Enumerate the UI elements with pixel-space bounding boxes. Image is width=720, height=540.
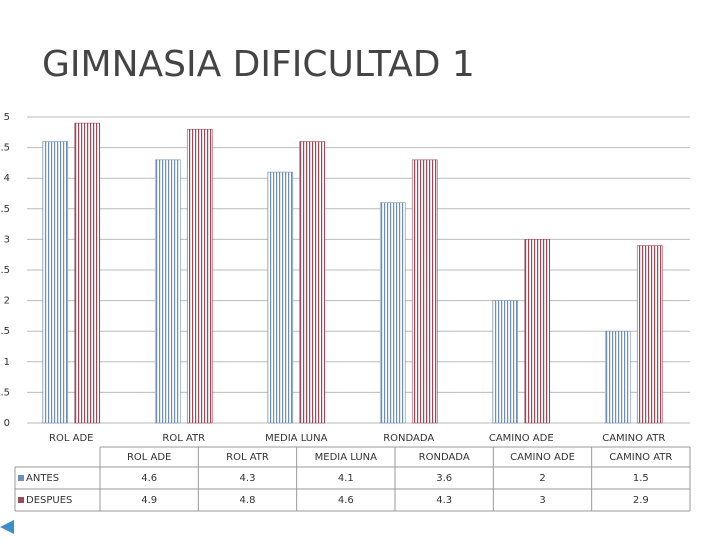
legend-swatch bbox=[18, 497, 24, 503]
bar bbox=[604, 330, 631, 424]
table-cell: 3 bbox=[539, 495, 545, 506]
legend-label: DESPUES bbox=[26, 495, 72, 506]
table-cell: 3.6 bbox=[436, 473, 452, 484]
y-tick-label: 4.5 bbox=[0, 143, 10, 154]
table-cell: 4.3 bbox=[240, 473, 256, 484]
x-tick-label: RONDADA bbox=[383, 433, 434, 444]
y-tick-label: 2.5 bbox=[0, 265, 10, 276]
x-tick-label: MEDIA LUNA bbox=[265, 433, 327, 444]
bar bbox=[154, 159, 181, 424]
table-cell: 4.6 bbox=[141, 473, 157, 484]
y-tick-label: 5 bbox=[4, 112, 10, 123]
bar bbox=[186, 128, 213, 424]
y-tick-label: 1 bbox=[4, 357, 10, 368]
table-cell: 4.1 bbox=[338, 473, 354, 484]
table-header: CAMINO ATR bbox=[609, 452, 672, 463]
table-header: RONDADA bbox=[419, 452, 470, 463]
x-tick-label: ROL ATR bbox=[162, 433, 205, 444]
table-cell: 2.9 bbox=[633, 495, 649, 506]
chart-title: GIMNASIA DIFICULTAD 1 bbox=[42, 44, 475, 85]
bar bbox=[411, 159, 438, 424]
table-cell: 4.8 bbox=[240, 495, 256, 506]
bar bbox=[492, 300, 519, 424]
legend-swatch bbox=[18, 475, 24, 481]
y-tick-label: 0 bbox=[4, 418, 10, 429]
table-header: ROL ADE bbox=[127, 452, 171, 463]
y-tick-label: 1.5 bbox=[0, 326, 10, 337]
bar bbox=[379, 202, 406, 424]
table-header: CAMINO ADE bbox=[510, 452, 575, 463]
legend-label: ANTES bbox=[26, 473, 59, 484]
y-tick-label: 3.5 bbox=[0, 204, 10, 215]
table-cell: 4.6 bbox=[338, 495, 354, 506]
y-tick-label: 0.5 bbox=[0, 387, 10, 398]
table-cell: 1.5 bbox=[633, 473, 649, 484]
table-header: MEDIA LUNA bbox=[315, 452, 377, 463]
x-tick-label: CAMINO ATR bbox=[602, 433, 665, 444]
y-tick-label: 2 bbox=[4, 296, 10, 307]
bar bbox=[636, 245, 663, 424]
table-cell: 4.3 bbox=[436, 495, 452, 506]
bar bbox=[267, 171, 294, 424]
bar bbox=[42, 141, 69, 424]
table-cell: 4.9 bbox=[141, 495, 157, 506]
bar bbox=[74, 122, 101, 424]
bar bbox=[524, 239, 551, 424]
table-header: ROL ATR bbox=[226, 452, 269, 463]
y-tick-label: 3 bbox=[4, 234, 10, 245]
decoration bbox=[0, 520, 14, 534]
x-tick-label: ROL ADE bbox=[49, 433, 93, 444]
y-tick-label: 4 bbox=[4, 173, 10, 184]
x-tick-label: CAMINO ADE bbox=[489, 433, 554, 444]
table-cell: 2 bbox=[539, 473, 545, 484]
bar bbox=[299, 141, 326, 424]
